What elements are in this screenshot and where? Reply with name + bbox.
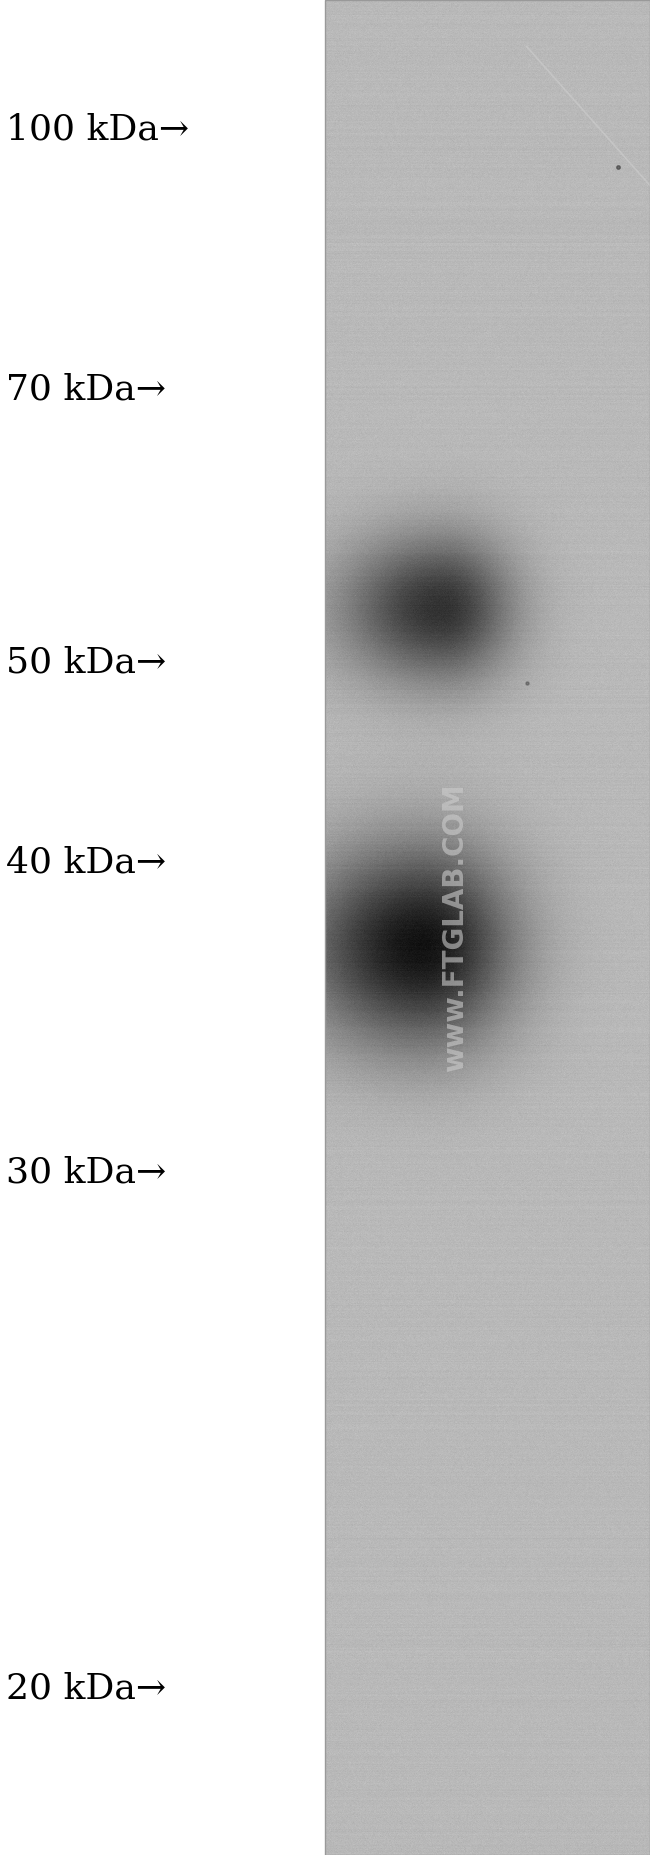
Text: 100 kDa→: 100 kDa→ <box>6 113 190 147</box>
Text: 70 kDa→: 70 kDa→ <box>6 373 166 406</box>
Text: 20 kDa→: 20 kDa→ <box>6 1671 166 1705</box>
Text: 50 kDa→: 50 kDa→ <box>6 646 167 679</box>
Bar <box>325 0 650 1855</box>
Text: 30 kDa→: 30 kDa→ <box>6 1156 167 1189</box>
Text: www.FTGLAB.COM: www.FTGLAB.COM <box>441 783 469 1072</box>
Text: 40 kDa→: 40 kDa→ <box>6 846 166 879</box>
